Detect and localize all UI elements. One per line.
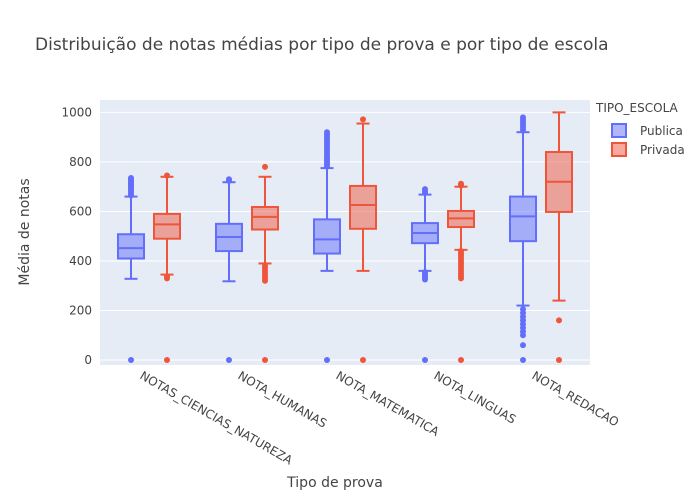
outlier-point (458, 248, 464, 255)
legend-item-privada[interactable]: Privada (611, 142, 685, 157)
legend-label-privada: Privada (640, 143, 685, 157)
legend: TIPO_ESCOLA Publica Privada (595, 101, 685, 157)
outlier-point (262, 262, 268, 269)
outlier-point (422, 357, 428, 364)
y-tick-label: 600 (69, 204, 92, 218)
outlier-point (262, 163, 268, 170)
y-tick-label: 200 (69, 304, 92, 318)
outlier-point (128, 175, 134, 182)
box-iqr (117, 233, 145, 260)
outlier-point (520, 342, 526, 349)
box-publica-nota_redacao[interactable] (509, 114, 537, 364)
outlier-point (360, 116, 366, 123)
x-tick-label: NOTA_MATEMATICA (334, 368, 443, 439)
box-privada-nota_linguas[interactable] (447, 180, 475, 364)
y-tick-label: 0 (84, 353, 92, 367)
x-tick-label: NOTAS_CIENCIAS_NATUREZA (138, 368, 296, 467)
outlier-point (422, 269, 428, 276)
outlier-point (556, 317, 562, 324)
y-tick-label: 400 (69, 254, 92, 268)
plot-background (100, 100, 590, 365)
x-tick-label: NOTA_REDACAO (530, 368, 622, 429)
box-privada-nota_humanas[interactable] (251, 163, 279, 364)
outlier-point (520, 357, 526, 364)
box-publica-nota_matematica[interactable] (313, 129, 341, 364)
legend-title: TIPO_ESCOLA (595, 101, 679, 115)
outlier-point (164, 273, 170, 280)
y-axis-title: Média de notas (17, 178, 33, 285)
box-privada-notas_ciencias_natureza[interactable] (153, 172, 181, 364)
x-tick-label: NOTA_LINGUAS (432, 368, 519, 426)
outlier-point (226, 176, 232, 183)
chart-title: Distribuição de notas médias por tipo de… (35, 35, 609, 55)
outlier-point (262, 357, 268, 364)
x-axis-title: Tipo de prova (286, 475, 383, 491)
outlier-point (324, 357, 330, 364)
outlier-point (458, 357, 464, 364)
outlier-point (520, 306, 526, 313)
outlier-point (360, 357, 366, 364)
gridlines (100, 111, 590, 361)
box-publica-notas_ciencias_natureza[interactable] (117, 175, 145, 364)
box-iqr (349, 184, 377, 230)
box-publica-nota_humanas[interactable] (215, 176, 243, 364)
outlier-point (164, 172, 170, 179)
x-tick-label: NOTA_HUMANAS (236, 368, 330, 430)
box-privada-nota_redacao[interactable] (545, 111, 573, 364)
box-marks (117, 111, 573, 364)
outlier-point (422, 186, 428, 193)
box-iqr (153, 212, 181, 240)
legend-item-publica[interactable]: Publica (611, 123, 683, 138)
y-tick-label: 800 (69, 155, 92, 169)
outlier-point (128, 357, 134, 364)
outlier-point (324, 129, 330, 136)
outlier-point (520, 114, 526, 121)
legend-swatch-privada (611, 142, 627, 157)
box-iqr (313, 218, 341, 255)
outlier-point (226, 357, 232, 364)
y-tick-label: 1000 (61, 105, 92, 119)
outlier-point (164, 357, 170, 364)
legend-swatch-publica (611, 123, 627, 138)
outlier-point (458, 180, 464, 187)
outlier-point (556, 357, 562, 364)
y-axis-ticks: 0 200 400 600 800 1000 (61, 105, 92, 367)
box-privada-nota_matematica[interactable] (349, 116, 377, 364)
box-publica-nota_linguas[interactable] (411, 186, 439, 364)
box-iqr (251, 205, 279, 231)
legend-label-publica: Publica (640, 124, 683, 138)
box-iqr (509, 195, 537, 243)
